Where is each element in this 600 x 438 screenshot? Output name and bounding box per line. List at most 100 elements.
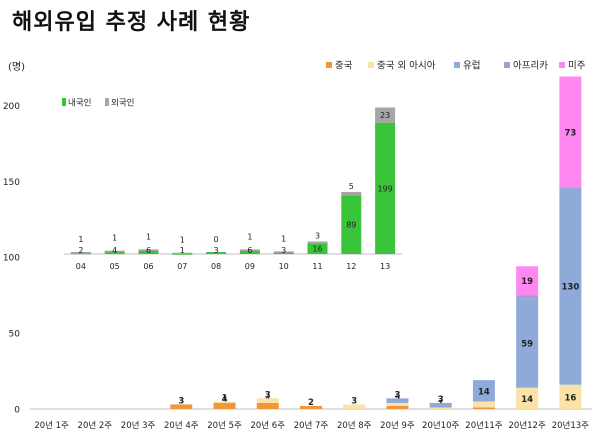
y-tick-label: 200 [3,102,20,112]
inset-bar-value-label: 0 [214,235,219,244]
inset-legend-label: 내국인 [68,98,91,109]
legend-label: 아프리카 [513,61,548,72]
inset-x-tick-label: 04 [76,262,86,271]
inset-bar-segment [172,252,193,255]
bar-segment [343,404,366,409]
bar-segment [559,187,582,385]
main-axis: 20년 1주 20년 2주 20년 3주 20년 4주 20년 5주 20년 6주 20년 … [34,420,589,431]
x-tick-label: 20년 8주 [337,420,372,431]
inset-bar-segment [239,250,260,254]
x-tick-label: 20년 3주 [121,420,156,431]
bar-segment [386,398,409,403]
bar-value-label: 3 [395,390,401,400]
inset-bar-value-label: 3 [214,246,219,255]
inset-bar-value-label: 1 [78,235,83,244]
bar-segment [472,380,495,402]
inset-bar-value-label: 89 [346,221,356,230]
x-tick-label: 20년 2주 [78,420,113,431]
inset-bar-segment [70,252,91,254]
inset-x-tick-label: 07 [177,262,187,271]
bar-segment [170,404,193,409]
y-tick-label: 150 [3,178,20,188]
inset-bar-value-label: 1 [112,234,117,243]
bar-value-label: 3 [178,396,184,406]
bar-value-label: 16 [564,393,576,403]
inset-bar-segment [206,252,227,254]
bar-value-label: 19 [521,277,533,287]
inset-bar-value-label: 1 [180,246,185,255]
bar-value-label: 130 [562,283,580,293]
inset-bar-value-label: 199 [377,184,392,193]
bar-segment [516,298,539,388]
inset-chart: 2104410561061107300861093110163118951219… [62,98,402,271]
main-legend: 중국 중국 외 아시아 유럽 아프리카 미주 [326,60,586,72]
bar-segment [213,401,236,403]
inset-x-tick-label: 09 [245,262,255,271]
bar-segment [516,387,539,409]
legend-swatch [454,62,460,68]
legend-label: 미주 [568,61,586,72]
bar-segment [256,398,279,403]
bar-value-label: 14 [521,395,533,405]
x-tick-label: 20년13주 [552,420,589,431]
page-title: 해외유입 추정 사례 현황 [12,10,251,35]
inset-legend-swatch [62,98,66,106]
legend-swatch [368,62,374,68]
bar-segment [386,402,409,406]
inset-bar-segment [138,250,159,254]
x-tick-label: 20년 1주 [34,420,69,431]
legend-label: 중국 외 아시아 [377,60,436,72]
bar-segment [429,407,452,409]
inset-legend-swatch [105,98,109,106]
inset-bar-value-label: 5 [349,182,354,191]
inset-bar-segment [239,249,260,251]
bar-segment [213,402,236,409]
inset-bar-segment [104,251,125,254]
bar-segment [516,266,539,296]
inset-bar-segment [273,251,294,253]
inset-x-tick-label: 13 [380,262,390,271]
legend-swatch [559,62,565,68]
bar-segment [472,407,495,409]
inset-x-tick-label: 06 [143,262,153,271]
x-tick-label: 20년12주 [509,420,546,431]
bar-segment [559,76,582,188]
inset-legend-label: 외국인 [111,98,134,109]
bar-segment [472,401,495,408]
y-tick-label: 0 [14,406,20,416]
inset-bar-segment [307,241,328,244]
inset-bar-segment [375,107,396,123]
inset-bar-segment [375,122,396,254]
inset-bar-segment [341,195,362,254]
legend-label: 유럽 [463,61,480,72]
inset-bar-value-label: 1 [281,234,286,243]
bar-value-label: 3 [351,396,357,406]
bar-value-label: 3 [438,395,444,405]
main-bars: 341432322313141414592191613073 [170,76,582,409]
bar-segment [300,405,322,409]
inset-bar-value-label: 3 [281,246,286,255]
inset-bar-value-label: 1 [180,236,185,245]
bar-segment [516,295,539,299]
legend-label: 중국 [335,61,353,72]
inset-bar-segment [138,249,159,251]
x-tick-label: 20년 5주 [207,420,242,431]
y-tick-label: 50 [9,330,21,340]
bar-segment [559,384,582,409]
inset-bar-value-label: 4 [112,246,117,255]
bar-segment [386,405,409,409]
inset-bar-value-label: 3 [315,231,320,240]
bar-value-label: 59 [521,339,533,349]
bar-value-label: 73 [564,128,576,138]
x-tick-label: 20년 7주 [294,420,329,431]
bar-segment [256,402,279,409]
bar-value-label: 14 [478,387,490,397]
bar-value-label: 1 [222,393,228,403]
bar-value-label: 4 [222,395,228,405]
y-axis-unit-label: (명) [8,61,25,73]
inset-bar-value-label: 6 [247,246,252,255]
x-tick-label: 20년10주 [422,420,459,431]
x-tick-label: 20년 4주 [164,420,199,431]
